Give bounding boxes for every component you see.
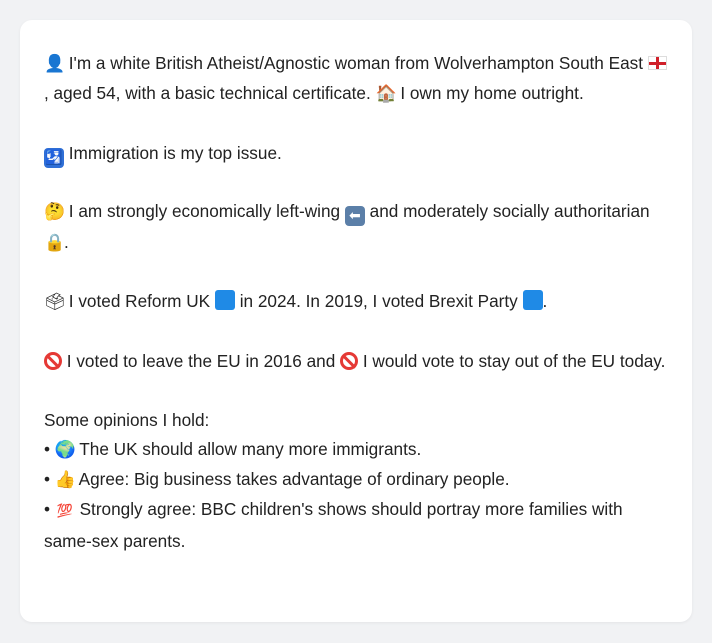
issue-paragraph: 🛂 Immigration is my top issue. (44, 139, 668, 168)
england-flag-icon (647, 56, 667, 70)
top-issue-text: Immigration is my top issue. (68, 142, 282, 163)
hundred-points-icon: 💯 (56, 504, 73, 520)
person-silhouette-icon: 👤 (44, 54, 66, 74)
thumbs-up-icon: 👍 (54, 470, 76, 491)
profile-line-1-post: I own my home outright. (400, 83, 584, 104)
vote-period: . (542, 291, 548, 312)
house-icon: 🏠 (375, 84, 397, 105)
list-item: • 🌍 The UK should allow many more immigr… (44, 438, 422, 460)
profile-paragraph: 👤 I'm a white British Atheist/Agnostic w… (44, 49, 668, 110)
prohibited-icon (340, 351, 359, 370)
politics-economic-text: I am strongly economically left-wing (68, 201, 341, 222)
profile-line-1: I'm a white British Atheist/Agnostic wom… (68, 53, 644, 73)
persona-card: 👤 I'm a white British Atheist/Agnostic w… (20, 20, 692, 622)
list-item: • 👍 Agree: Big business takes advantage … (44, 469, 510, 490)
vote-paragraph: 🗳 I voted Reform UK in 2024. In 2019, I … (44, 287, 668, 317)
opinion-text: The UK should allow many more immigrants… (79, 438, 422, 459)
ballot-box-icon: 🗳 (44, 292, 66, 313)
politics-social-text: and moderately socially authoritarian (369, 201, 650, 222)
eu-today-text: I would vote to stay out of the EU today… (362, 350, 666, 371)
left-arrow-icon: ⬅ (344, 206, 365, 227)
opinions-heading: Some opinions I hold: (44, 409, 210, 430)
list-item: • 💯 Strongly agree: BBC children's shows… (44, 499, 623, 551)
eu-paragraph: I voted to leave the EU in 2016 and I wo… (44, 347, 668, 376)
vote-2019-text: in 2024. In 2019, I voted Brexit Party (239, 291, 518, 312)
passport-control-icon: 🛂 (44, 147, 64, 168)
padlock-icon: 🔒 (44, 232, 66, 253)
politics-paragraph: 🤔 I am strongly economically left-wing ⬅… (44, 197, 668, 258)
blue-square-icon (214, 290, 235, 311)
blue-square-icon (522, 290, 543, 311)
globe-icon: 🌍 (54, 439, 76, 460)
opinion-text: Agree: Big business takes advantage of o… (78, 469, 510, 490)
vote-2024-text: I voted Reform UK (68, 291, 211, 312)
speech-bubble-tail (36, 601, 80, 621)
opinion-text: Strongly agree: BBC children's shows sho… (44, 499, 623, 551)
thinking-face-icon: 🤔 (44, 202, 66, 223)
eu-2016-text: I voted to leave the EU in 2016 and (66, 350, 336, 371)
prohibited-icon (44, 351, 62, 370)
politics-period: . (64, 231, 69, 252)
opinions-section: Some opinions I hold: • 🌍 The UK should … (44, 406, 668, 556)
profile-line-1-mid: , aged 54, with a basic technical certif… (44, 83, 371, 104)
